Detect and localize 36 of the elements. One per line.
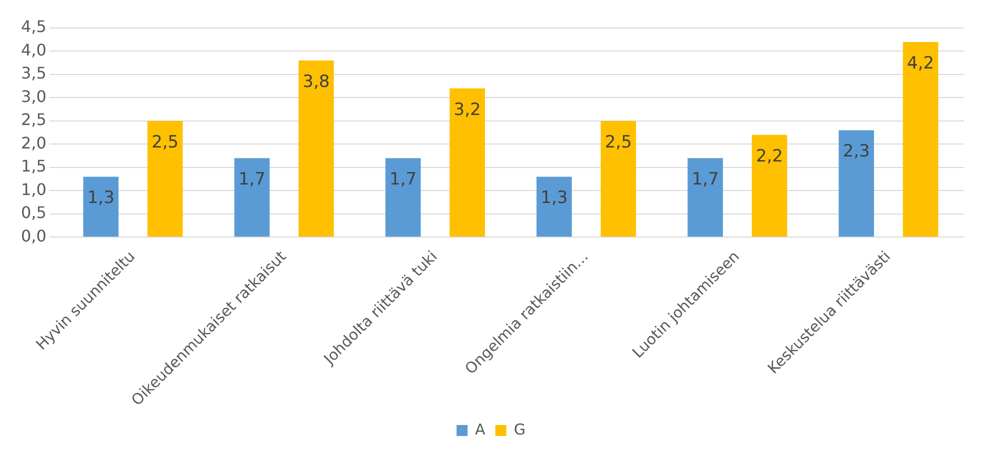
y-tick-label: 4,5 (20, 17, 46, 36)
data-label: 1,7 (238, 170, 266, 190)
y-tick-label: 0,0 (20, 226, 46, 246)
y-tick-label: 2,0 (20, 133, 46, 152)
bar (234, 158, 270, 237)
legend-label: G (514, 420, 526, 438)
y-tick-label: 1,0 (20, 180, 46, 199)
y-tick-label: 1,5 (20, 156, 46, 176)
bar (600, 120, 636, 237)
data-label: 3,8 (302, 72, 330, 92)
y-tick-label: 2,5 (20, 110, 46, 130)
bar (83, 176, 119, 237)
data-label: 2,3 (842, 142, 870, 162)
bar (450, 88, 485, 237)
bar (536, 176, 572, 237)
bar (902, 42, 938, 237)
y-tick-label: 3,5 (20, 64, 46, 83)
bar (838, 130, 874, 237)
y-tick-label: 0,5 (20, 203, 46, 222)
data-label: 1,7 (692, 170, 719, 190)
bar (688, 158, 723, 237)
data-label: 2,2 (756, 146, 783, 166)
data-label: 2,5 (152, 132, 179, 152)
legend-label: A (475, 420, 486, 438)
data-label: 3,2 (454, 100, 481, 120)
bar (147, 120, 183, 237)
data-label: 1,3 (540, 188, 568, 208)
data-label: 1,7 (390, 170, 417, 190)
data-label: 1,3 (87, 188, 114, 208)
bar (385, 158, 421, 237)
data-label: 2,5 (604, 132, 632, 152)
y-tick-label: 4,0 (20, 40, 46, 60)
data-label: 4,2 (907, 53, 934, 74)
y-tick-label: 3,0 (20, 86, 46, 106)
bar (752, 134, 788, 237)
bar (298, 60, 334, 237)
